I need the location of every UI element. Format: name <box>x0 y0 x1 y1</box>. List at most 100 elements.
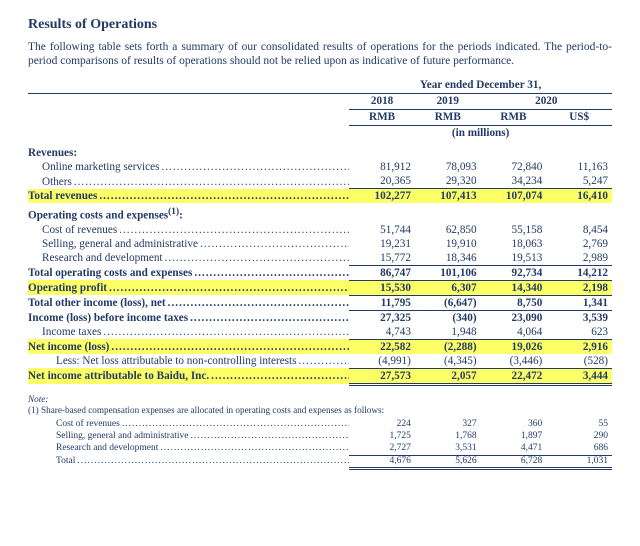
row-label: Research and development <box>28 251 349 266</box>
cell-value: (2,288) <box>415 339 481 354</box>
cell-value: 3,444 <box>546 368 612 384</box>
cell-value: 78,093 <box>415 160 481 174</box>
cell-value: 86,747 <box>349 265 415 280</box>
table-row: Others20,36529,32034,2345,247 <box>28 174 612 189</box>
cell-value: 2,916 <box>546 339 612 354</box>
row-label: Total other income (loss), net <box>28 295 349 310</box>
footnote-row-label: Research and development <box>28 443 349 455</box>
footnote-block: Note: (1) Share-based compensation expen… <box>28 394 612 471</box>
footnote-cell: 55 <box>546 419 612 431</box>
cell-value: 29,320 <box>415 174 481 189</box>
row-label: Less: Net loss attributable to non-contr… <box>28 354 349 369</box>
cell-value: 19,231 <box>349 237 415 251</box>
row-label: Net income attributable to Baidu, Inc. <box>28 368 349 384</box>
footnote-cell: 327 <box>415 419 481 431</box>
cell-value: 623 <box>546 325 612 340</box>
col-unit: (in millions) <box>349 126 612 143</box>
cell-value: 62,850 <box>415 223 481 237</box>
footnote-row: Selling, general and administrative1,725… <box>28 431 612 443</box>
table-row: Total other income (loss), net11,795(6,6… <box>28 295 612 310</box>
table-row: Cost of revenues51,74462,85055,1588,454 <box>28 223 612 237</box>
footnote-cell: 1,031 <box>546 455 612 469</box>
cell-value: 2,769 <box>546 237 612 251</box>
cell-value: 11,163 <box>546 160 612 174</box>
cell-value: 92,734 <box>481 265 547 280</box>
footnote-cell: 6,728 <box>481 455 547 469</box>
table-row: Net income attributable to Baidu, Inc.27… <box>28 368 612 384</box>
row-label: Cost of revenues <box>28 223 349 237</box>
table-row: Operating profit15,5306,30714,3402,198 <box>28 280 612 295</box>
footnote-cell: 2,727 <box>349 443 415 455</box>
footnote-cell: 1,897 <box>481 431 547 443</box>
cell-value: 22,582 <box>349 339 415 354</box>
footnote-cell: 1,725 <box>349 431 415 443</box>
cell-value: (340) <box>415 310 481 325</box>
cell-value: 2,989 <box>546 251 612 266</box>
footnote-cell: 686 <box>546 443 612 455</box>
cell-value: 15,772 <box>349 251 415 266</box>
footnote-cell: 4,471 <box>481 443 547 455</box>
cell-value: 4,064 <box>481 325 547 340</box>
footnote-row-label: Cost of revenues <box>28 419 349 431</box>
footnote-cell: 3,531 <box>415 443 481 455</box>
table-row: Online marketing services81,91278,09372,… <box>28 160 612 174</box>
col-currency: US$ <box>546 110 612 126</box>
cell-value: 27,325 <box>349 310 415 325</box>
cell-value: 72,840 <box>481 160 547 174</box>
table-row: Selling, general and administrative19,23… <box>28 237 612 251</box>
table-row: Income (loss) before income taxes27,325(… <box>28 310 612 325</box>
cell-value: 2,057 <box>415 368 481 384</box>
table-row: Income taxes4,7431,9484,064623 <box>28 325 612 340</box>
col-year-2020: 2020 <box>481 94 612 110</box>
col-currency: RMB <box>415 110 481 126</box>
cell-value: (4,345) <box>415 354 481 369</box>
cell-value: 8,750 <box>481 295 547 310</box>
cell-value: 2,198 <box>546 280 612 295</box>
cell-value: 107,074 <box>481 189 547 204</box>
cell-value: 18,346 <box>415 251 481 266</box>
row-label: Net income (loss) <box>28 339 349 354</box>
footnote-row: Total4,6765,6266,7281,031 <box>28 455 612 469</box>
table-row: Total revenues102,277107,413107,07416,41… <box>28 189 612 204</box>
footnote-row-label: Total <box>28 455 349 469</box>
footnote-cell: 4,676 <box>349 455 415 469</box>
table-row: Net income (loss)22,582(2,288)19,0262,91… <box>28 339 612 354</box>
row-label: Income (loss) before income taxes <box>28 310 349 325</box>
cell-value: 11,795 <box>349 295 415 310</box>
cell-value: 18,063 <box>481 237 547 251</box>
cell-value: 27,573 <box>349 368 415 384</box>
cell-value: (4,991) <box>349 354 415 369</box>
results-table: Year ended December 31,201820192020RMBRM… <box>28 78 612 386</box>
row-label: Operating profit <box>28 280 349 295</box>
section-heading: Results of Operations <box>28 16 612 34</box>
footnote-row-label: Selling, general and administrative <box>28 431 349 443</box>
cell-value: 107,413 <box>415 189 481 204</box>
cell-value: 1,341 <box>546 295 612 310</box>
col-currency: RMB <box>349 110 415 126</box>
cell-value: 101,106 <box>415 265 481 280</box>
row-label: Total operating costs and expenses <box>28 265 349 280</box>
cell-value: 6,307 <box>415 280 481 295</box>
col-header-span: Year ended December 31, <box>349 78 612 94</box>
cell-value: 55,158 <box>481 223 547 237</box>
cell-value: 16,410 <box>546 189 612 204</box>
cell-value: (528) <box>546 354 612 369</box>
cell-value: 14,340 <box>481 280 547 295</box>
financial-results-page: { "heading":"Results of Operations", "in… <box>0 0 640 546</box>
footnote-cell: 5,626 <box>415 455 481 469</box>
table-row: Less: Net loss attributable to non-contr… <box>28 354 612 369</box>
footnote-table: Cost of revenues22432736055Selling, gene… <box>28 419 612 471</box>
cell-value: (3,446) <box>481 354 547 369</box>
row-label: Selling, general and administrative <box>28 237 349 251</box>
col-year-2019: 2019 <box>415 94 481 110</box>
footnote-cell: 290 <box>546 431 612 443</box>
footnote-label: Note: <box>28 394 612 406</box>
cell-value: 3,539 <box>546 310 612 325</box>
cell-value: 23,090 <box>481 310 547 325</box>
row-section-label: Revenues: <box>28 142 612 160</box>
cell-value: 14,212 <box>546 265 612 280</box>
cell-value: 34,234 <box>481 174 547 189</box>
table-row: Revenues: <box>28 142 612 160</box>
footnote-cell: 360 <box>481 419 547 431</box>
footnote-cell: 1,768 <box>415 431 481 443</box>
